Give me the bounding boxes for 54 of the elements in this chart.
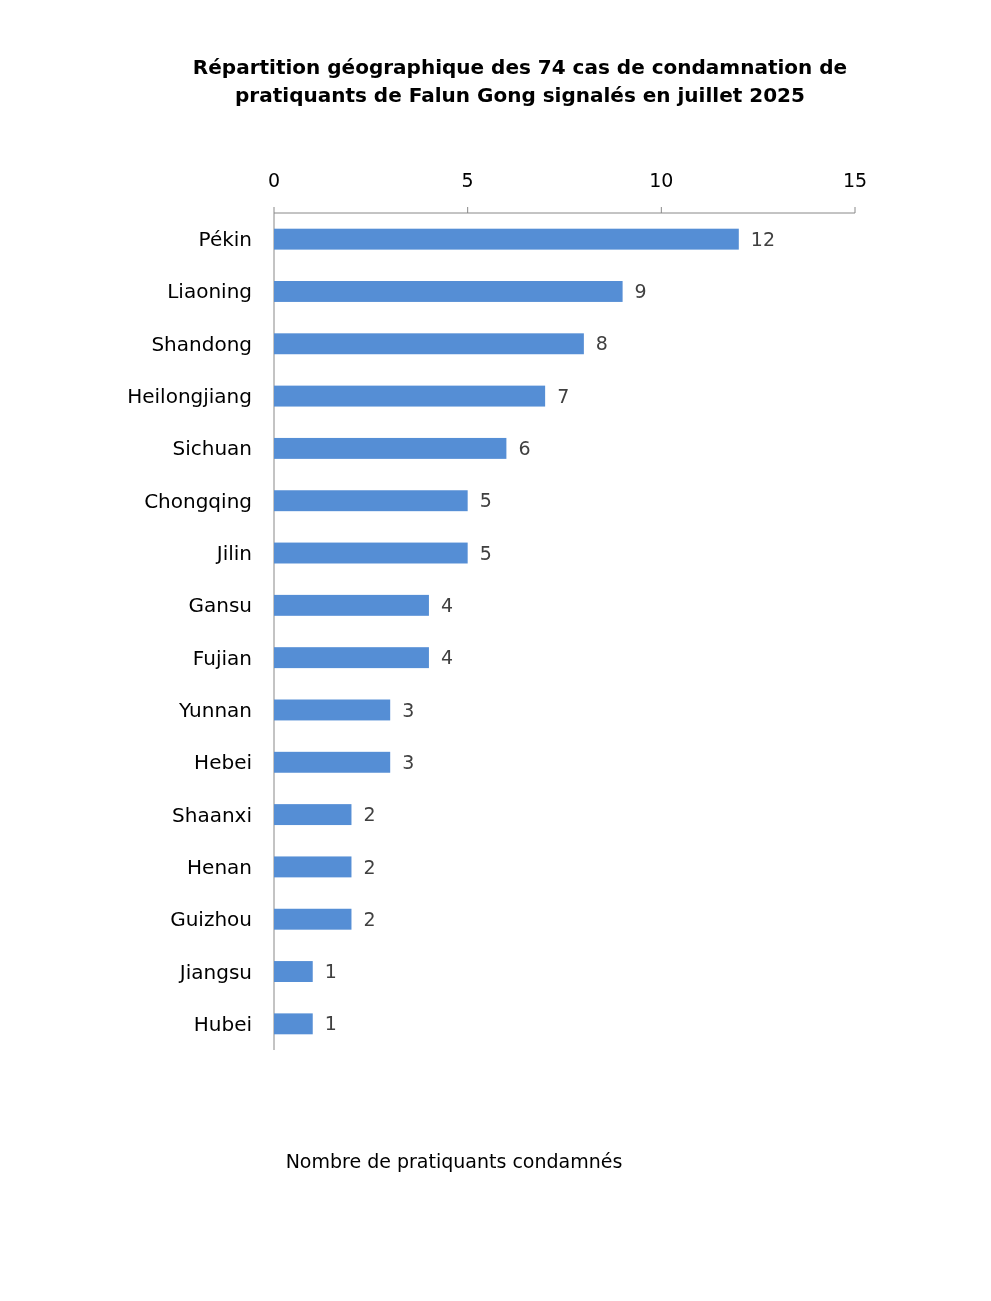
data-label: 2 [363,803,376,826]
bar [274,437,507,459]
data-label: 9 [634,280,647,303]
bar [274,594,429,616]
bar [274,804,352,826]
chart-title: Répartition géographique des 74 cas de condamnation de pratiquants de Falun Gong signalés en juillet 2025 [192,55,848,107]
bar [274,228,739,250]
data-label: 4 [440,646,454,669]
y-tick-label: Chongqing [144,488,252,513]
data-label: 6 [518,437,531,460]
data-label: 2 [363,907,376,930]
bar [274,281,623,302]
data-label: 3 [402,750,415,773]
y-tick-label: Jilin [214,541,252,566]
y-tick-label: Liaoning [167,279,252,304]
x-tick-label: 15 [842,169,868,191]
bar [274,542,468,564]
data-label: 7 [557,384,570,407]
text: Nombre de pratiquants condamnés [285,1150,623,1172]
bar [274,385,546,407]
y-tick-label: Jiangsu [177,959,252,984]
data-label: 5 [479,541,492,564]
y-tick-label: Pékin [198,227,252,252]
data-label: 1 [324,1012,337,1035]
y-tick-label: Heilongjiang [127,384,252,409]
bar [274,1013,313,1035]
y-tick-label: Guizhou [170,907,252,932]
data-label: 12 [750,227,775,250]
y-tick-label: Henan [187,854,252,879]
data-label: 2 [363,855,376,878]
data-label: 5 [479,489,492,512]
data-label: 4 [440,593,454,616]
y-tick-label: Shaanxi [172,802,252,827]
bar [274,961,313,982]
y-tick-label: Fujian [192,645,252,670]
bar [274,490,468,512]
y-tick-label: Hubei [193,1011,252,1036]
x-tick-label: 5 [461,169,474,191]
x-tick-label: 0 [267,169,281,191]
data-label: 3 [402,698,415,721]
y-tick-label: Sichuan [172,436,252,461]
bar [274,699,391,721]
y-tick-label: Gansu [188,593,252,618]
y-tick-label: Yunnan [178,697,252,722]
bar [274,908,352,930]
bar [274,333,584,355]
bar [274,751,391,773]
data-label: 8 [595,332,608,355]
x-tick-label: 10 [649,169,674,191]
data-label: 1 [324,960,337,983]
bar [274,647,429,669]
bar [274,856,352,878]
y-tick-label: Hebei [194,750,252,775]
y-tick-label: Shandong [151,331,252,356]
